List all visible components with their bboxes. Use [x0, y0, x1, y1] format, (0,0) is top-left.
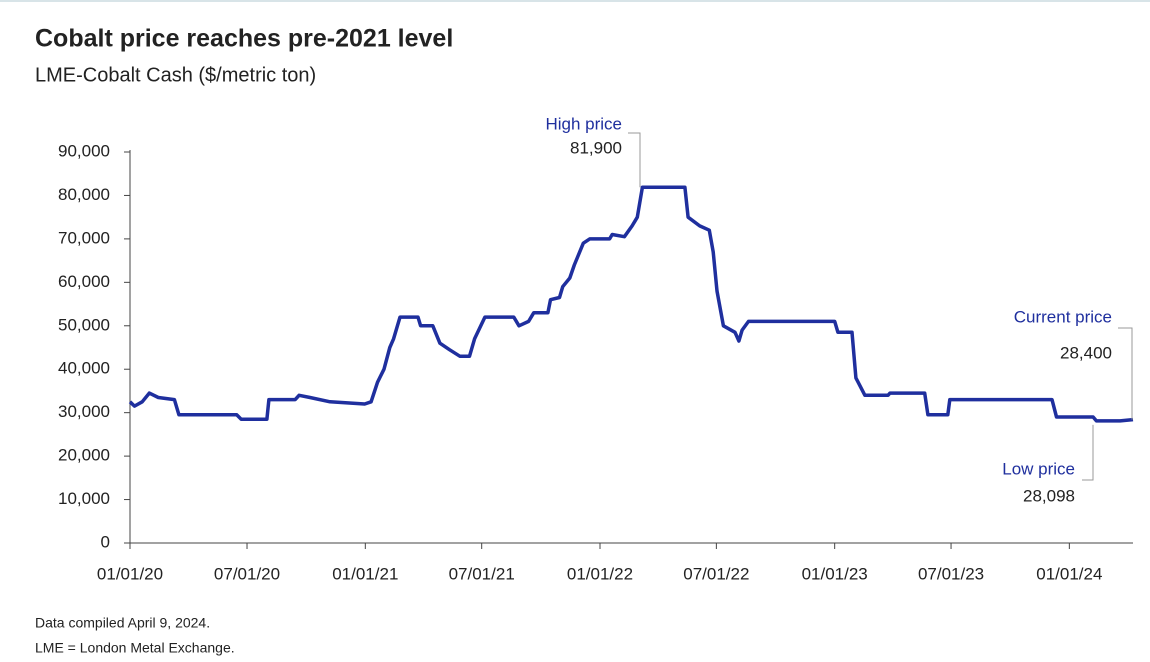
y-tick-label: 10,000 [58, 489, 110, 508]
y-tick-label: 20,000 [58, 446, 110, 465]
y-tick-label: 40,000 [58, 359, 110, 378]
y-tick-label: 0 [101, 532, 110, 551]
footnote: LME = London Metal Exchange. [35, 640, 235, 656]
y-tick-label: 60,000 [58, 272, 110, 291]
x-tick-label: 07/01/20 [214, 564, 280, 583]
y-tick-label: 50,000 [58, 315, 110, 334]
x-tick-label: 07/01/21 [449, 564, 515, 583]
y-tick-label: 90,000 [58, 141, 110, 160]
annotation-leader [1118, 327, 1133, 420]
annotation-leader [1082, 424, 1094, 481]
price-line [128, 185, 1134, 423]
x-tick-label: 01/01/20 [97, 564, 163, 583]
footnote: Data compiled April 9, 2024. [35, 615, 210, 631]
annotation-title: Current price [1014, 307, 1112, 326]
y-tick-label: 80,000 [58, 185, 110, 204]
annotation-leader [628, 132, 641, 188]
annotation-value: 28,400 [1060, 343, 1112, 362]
annotation-value: 28,098 [1023, 486, 1075, 505]
x-tick-label: 01/01/23 [802, 564, 868, 583]
x-tick-label: 07/01/23 [918, 564, 984, 583]
annotation-title: High price [545, 114, 622, 133]
y-tick-label: 30,000 [58, 402, 110, 421]
annotation-title: Low price [1002, 459, 1075, 478]
x-tick-label: 01/01/24 [1036, 564, 1102, 583]
x-tick-label: 01/01/21 [332, 564, 398, 583]
chart-subtitle: LME-Cobalt Cash ($/metric ton) [35, 64, 316, 86]
x-tick-label: 07/01/22 [683, 564, 749, 583]
annotation-value: 81,900 [570, 138, 622, 157]
y-tick-label: 70,000 [58, 228, 110, 247]
chart-title: Cobalt price reaches pre-2021 level [35, 25, 453, 53]
x-tick-label: 01/01/22 [567, 564, 633, 583]
